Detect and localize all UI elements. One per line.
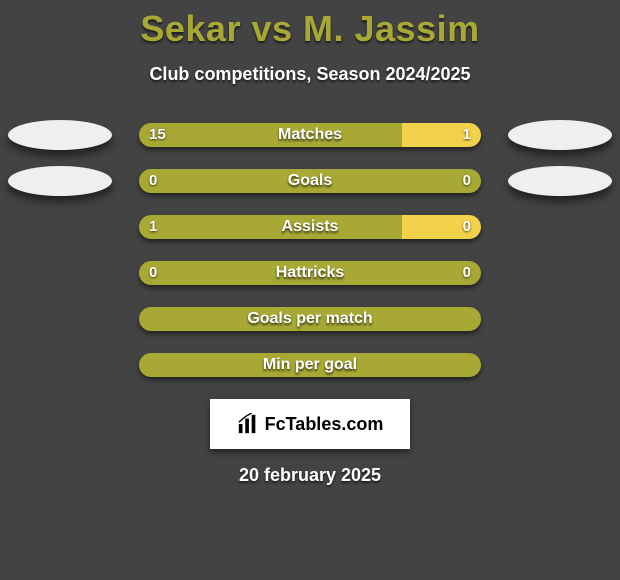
stat-bar: Hattricks0 0 — [139, 261, 481, 285]
stat-value-right: 0 — [453, 169, 481, 193]
stat-row: Assists1 0 — [0, 215, 620, 239]
stat-bar: Min per goal — [139, 353, 481, 377]
stat-bar: Goals0 0 — [139, 169, 481, 193]
logo-box: FcTables.com — [210, 399, 410, 449]
stat-row: Min per goal — [0, 353, 620, 377]
stat-label: Goals — [139, 169, 481, 193]
logo: FcTables.com — [237, 413, 384, 435]
stat-value-left: 0 — [139, 261, 167, 285]
stat-value-right: 0 — [453, 215, 481, 239]
stat-label: Hattricks — [139, 261, 481, 285]
comparison-bars: Matches151Goals00Assists10Hattricks00Goa… — [0, 123, 620, 377]
date-text: 20 february 2025 — [0, 465, 620, 486]
stat-label: Min per goal — [139, 353, 481, 377]
stat-value-left: 1 — [139, 215, 167, 239]
player-shadow-left — [8, 120, 112, 150]
stat-label: Matches — [139, 123, 481, 147]
page-title: Sekar vs M. Jassim — [0, 0, 620, 50]
stat-row: Matches15 1 — [0, 123, 620, 147]
stat-bar: Assists1 0 — [139, 215, 481, 239]
stat-value-right: 1 — [453, 123, 481, 147]
stat-value-left: 15 — [139, 123, 176, 147]
stat-row: Goals0 0 — [0, 169, 620, 193]
stat-row: Hattricks0 0 — [0, 261, 620, 285]
bars-icon — [237, 413, 259, 435]
player-shadow-right — [508, 120, 612, 150]
stat-label: Goals per match — [139, 307, 481, 331]
page-subtitle: Club competitions, Season 2024/2025 — [0, 64, 620, 85]
stat-bar: Matches15 1 — [139, 123, 481, 147]
stat-bar: Goals per match — [139, 307, 481, 331]
stat-value-right: 0 — [453, 261, 481, 285]
stat-value-left: 0 — [139, 169, 167, 193]
player-shadow-left — [8, 166, 112, 196]
logo-text: FcTables.com — [265, 414, 384, 435]
stat-row: Goals per match — [0, 307, 620, 331]
player-shadow-right — [508, 166, 612, 196]
stat-label: Assists — [139, 215, 481, 239]
